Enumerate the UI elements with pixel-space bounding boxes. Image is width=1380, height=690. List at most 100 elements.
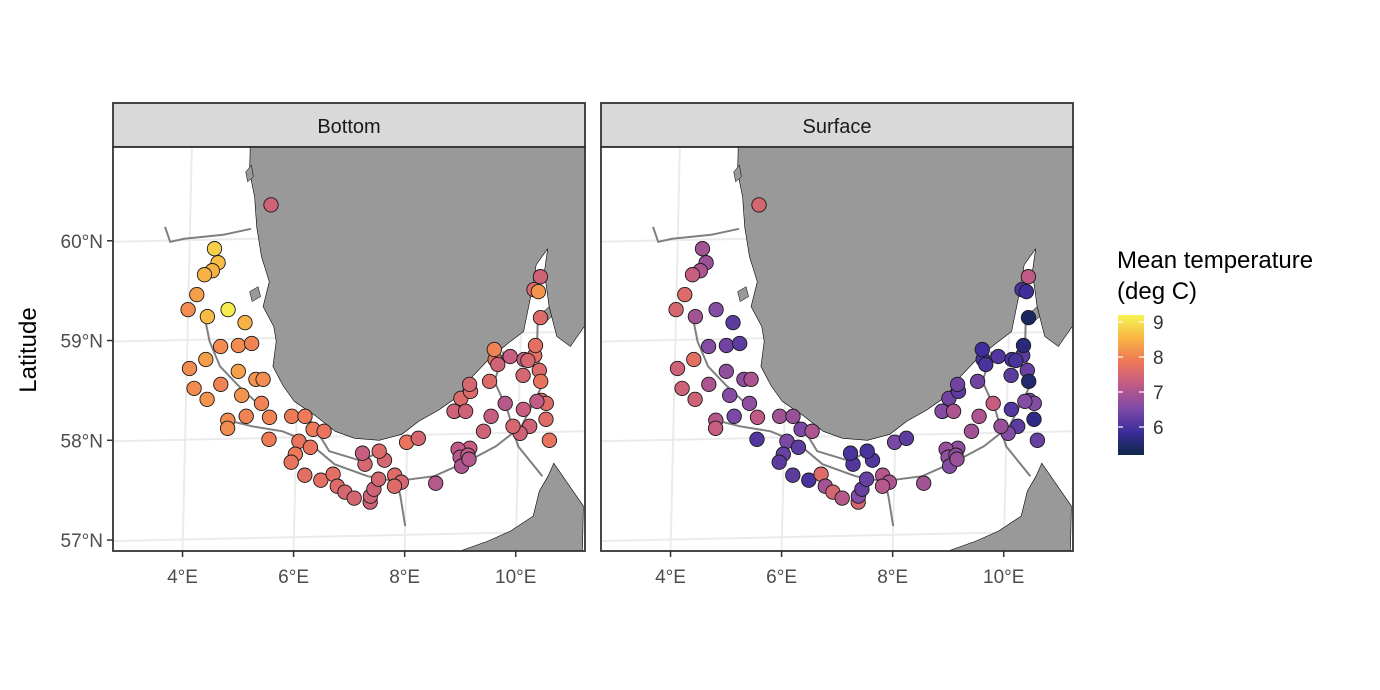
station-point: [284, 408, 300, 424]
station-point: [978, 356, 994, 373]
x-tick-label: 8°E: [389, 567, 420, 588]
meridian-line: [669, 147, 681, 551]
station-point: [974, 341, 990, 358]
station-point: [538, 411, 554, 427]
station-point: [949, 451, 965, 467]
station-point: [785, 467, 801, 483]
station-point: [668, 301, 684, 318]
station-point: [1008, 352, 1024, 369]
station-point: [708, 301, 724, 318]
x-tick-label: 10°E: [983, 567, 1024, 588]
legend-title-line1: Mean temperature: [1117, 247, 1313, 274]
station-point: [371, 443, 387, 459]
station-point: [701, 376, 717, 393]
station-point: [461, 451, 477, 467]
station-point: [686, 351, 702, 368]
station-point: [370, 471, 387, 487]
legend-tick-label: 8: [1153, 348, 1164, 369]
station-point: [230, 363, 246, 380]
station-point: [1021, 373, 1037, 390]
station-point: [527, 337, 544, 354]
station-point: [677, 286, 693, 303]
legend-title-line2: (deg C): [1117, 278, 1197, 305]
station-point: [520, 352, 536, 369]
legend-tick-label: 7: [1153, 383, 1164, 404]
station-point: [515, 367, 531, 384]
station-point: [283, 454, 299, 470]
cruise-track: [227, 316, 543, 483]
station-point: [1029, 432, 1046, 448]
station-point: [313, 472, 329, 488]
station-point: [497, 395, 513, 412]
legend-tick-label: 6: [1153, 418, 1164, 439]
station-point: [529, 393, 545, 410]
station-point: [532, 309, 549, 326]
station-point: [969, 373, 986, 390]
station-point: [687, 391, 703, 408]
station-point: [694, 241, 711, 257]
station-point: [486, 341, 502, 358]
station-point: [684, 267, 701, 283]
station-point: [261, 409, 278, 425]
station-point: [971, 408, 987, 424]
station-point: [771, 454, 787, 470]
station-point: [502, 348, 518, 365]
station-point: [230, 337, 247, 354]
station-point: [198, 351, 214, 368]
station-point: [1026, 411, 1042, 427]
station-point: [238, 408, 254, 424]
station-point: [505, 418, 521, 434]
station-point: [842, 445, 859, 461]
color-legend: Mean temperature (deg C) 6 7 8 9: [1117, 247, 1313, 455]
station-point: [751, 197, 767, 213]
station-point: [985, 395, 1001, 412]
station-point: [354, 445, 371, 461]
station-point: [801, 472, 817, 488]
cruise-track: [652, 226, 740, 243]
panel-border: [112, 146, 586, 552]
station-point: [741, 395, 758, 412]
station-point: [186, 380, 202, 397]
station-point: [181, 360, 198, 377]
land-island: [733, 164, 742, 183]
station-point: [255, 371, 271, 388]
station-point: [483, 408, 499, 424]
map-area: [113, 147, 585, 551]
station-point: [700, 338, 717, 355]
station-point: [669, 360, 686, 377]
station-point: [674, 380, 690, 397]
station-point: [858, 471, 875, 487]
station-point: [475, 423, 492, 439]
station-point: [316, 423, 332, 439]
station-point: [785, 408, 801, 424]
y-tick-label: 59°N: [61, 332, 103, 353]
station-point: [749, 409, 766, 425]
station-point: [687, 308, 704, 325]
station-point: [428, 475, 444, 491]
station-point: [898, 430, 915, 446]
map-area: [601, 147, 1073, 551]
land-denmark: [460, 462, 584, 551]
station-point: [490, 356, 506, 373]
land-island: [737, 286, 749, 302]
station-point: [237, 314, 253, 331]
station-point: [726, 408, 742, 424]
station-point: [945, 403, 962, 419]
facet-panel: Bottom 4°E 6°E 8°E 10°E 57°N 58°N 59°N 60°N: [61, 102, 586, 588]
station-point: [1020, 269, 1037, 285]
station-point: [253, 395, 270, 412]
land-norway: [249, 147, 585, 441]
station-point: [718, 363, 734, 380]
x-tick-label: 6°E: [278, 567, 309, 588]
facet-strip-label: Bottom: [317, 116, 380, 138]
station-point: [219, 420, 236, 436]
meridian-line: [181, 147, 193, 551]
station-point: [515, 401, 532, 418]
station-point: [804, 423, 820, 439]
land-denmark: [948, 462, 1072, 551]
station-point: [772, 408, 788, 424]
facet-strip: [112, 102, 586, 148]
station-point: [457, 403, 474, 419]
station-point: [410, 430, 427, 446]
